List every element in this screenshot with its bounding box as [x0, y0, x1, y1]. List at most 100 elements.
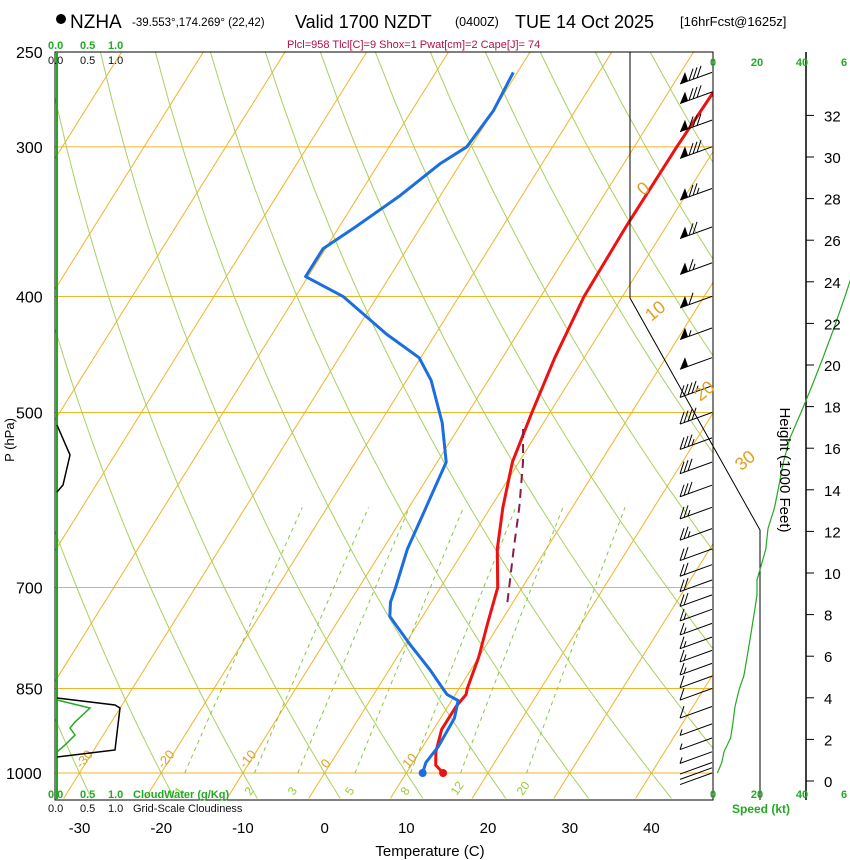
cloudwater-tick-top-0: 0.0 [48, 40, 63, 52]
p-tick-500: 500 [16, 406, 43, 423]
wind-barb-half-4 [679, 743, 683, 750]
speed-tick-bottom-1: 20 [751, 789, 763, 801]
wind-barb-shaft-27 [679, 295, 713, 309]
wind-barb-13 [679, 608, 713, 622]
x-tick--30: -30 [69, 820, 91, 837]
wind-barb-full-6 [679, 705, 685, 719]
wind-barb-shaft-25 [679, 357, 713, 370]
wind-barb-shaft-13 [679, 608, 713, 622]
wind-barb-full-27 [688, 292, 694, 305]
mixing-ratio-line-3 [297, 507, 410, 774]
x-tick-40: 40 [643, 820, 660, 837]
wind-barb-full-23 [679, 411, 685, 425]
height-tick-32: 32 [824, 108, 841, 125]
wind-barb-shaft-11 [679, 636, 713, 650]
wind-barb-full-18 [683, 526, 689, 539]
isotherm--40 [55, 52, 450, 683]
wind-barb-10 [679, 649, 713, 663]
wind-barb-half-9 [683, 667, 687, 674]
wind-barb-full-20 [679, 484, 685, 497]
x-tick--20: -20 [150, 820, 172, 837]
wind-barb-half-24 [695, 385, 699, 392]
mixing-ratio-label-12: 12 [448, 778, 467, 797]
wind-barb-half-30 [696, 187, 700, 195]
wind-barb-shaft-3 [679, 751, 713, 764]
wind-barb-flag-33 [680, 91, 688, 104]
p-tick-400: 400 [16, 289, 43, 306]
height-tick-8: 8 [824, 608, 832, 625]
adiabat-label-2: 20 [690, 377, 718, 405]
temperature-surface-marker [439, 769, 448, 777]
isotherm-label-0: 0 [317, 756, 333, 771]
sounding-series [304, 71, 713, 777]
wind-barb-25 [679, 357, 713, 370]
wind-barb-6 [679, 705, 713, 719]
mixing-ratio-line-8 [410, 507, 517, 774]
stability-indices: Plcl=958 Tlcl[C]=9 Shox=1 Pwat[cm]=2 Cap… [287, 39, 540, 51]
x-tick--10: -10 [232, 820, 254, 837]
isotherm--50 [55, 52, 368, 552]
mixing-ratio-line-12 [460, 507, 564, 774]
wind-barb-5 [679, 723, 713, 736]
isotherm-0 [308, 150, 713, 799]
wind-barb-24 [679, 380, 713, 398]
p-tick-250: 250 [16, 45, 43, 62]
wind-barb-full-20 [687, 481, 693, 495]
mixing-ratio-lines: 1 2 3 5 8 12 20 [172, 507, 626, 798]
height-tick-2: 2 [824, 732, 832, 749]
wind-barb-4 [679, 737, 713, 751]
station-location: -39.553°,174.269° (22,42) [132, 17, 265, 29]
speed-axis-label: Speed (kt) [732, 802, 790, 816]
wind-barb-full-30 [688, 184, 694, 197]
wind-barb-half-18 [687, 531, 691, 538]
wind-barb-3 [679, 751, 713, 764]
height-tick-0: 0 [824, 774, 832, 791]
wind-barb-20 [679, 481, 713, 498]
height-tick-20: 20 [824, 358, 841, 375]
wind-barb-22 [679, 434, 713, 450]
wind-barb-full-13 [679, 608, 685, 622]
mixing-ratio-label-5: 5 [342, 784, 357, 798]
isotherm--60 [55, 52, 286, 421]
wind-barb-full-24 [687, 382, 693, 395]
cloudwater-tick-top-2: 1.0 [108, 40, 123, 52]
wind-barb-full-32 [696, 113, 702, 126]
wind-barb-shaft-21 [679, 461, 713, 475]
isotherm--20 [144, 52, 613, 799]
wind-barb-full-17 [679, 548, 685, 561]
wind-barb-full-16 [679, 564, 685, 577]
mixing-ratio-line-1 [184, 507, 303, 774]
height-panel-border [629, 52, 761, 800]
speed-tick-top-3: 6 [841, 57, 847, 69]
dry-adiabat-60 [374, 52, 713, 650]
wind-barb-full-24 [679, 385, 685, 398]
wind-barb-shaft-12 [679, 622, 713, 636]
forecast-info: [16hrFcst@1625z] [680, 14, 786, 29]
wind-barb-half-26 [688, 330, 692, 337]
wind-barb-full-9 [679, 662, 685, 676]
isotherm-30 [553, 542, 713, 799]
height-tick-6: 6 [824, 649, 832, 666]
isotherm--100 [0, 0, 31, 798]
wind-barb-11 [679, 636, 713, 650]
dry-adiabat-80 [484, 52, 713, 454]
wind-barb-full-23 [691, 407, 697, 420]
speed-tick-top-0: 0 [710, 57, 716, 69]
wind-barb-shaft-26 [679, 327, 713, 341]
zulu-time: (0400Z) [455, 15, 499, 29]
wind-barb-full-28 [688, 259, 694, 272]
wind-barb-flag-30 [680, 188, 688, 201]
dry-adiabat-100 [594, 52, 713, 261]
x-tick-20: 20 [480, 820, 497, 837]
isotherm-label-10: 10 [399, 750, 420, 771]
mixing-ratio-label-20: 20 [514, 778, 533, 797]
p-tick-700: 700 [16, 580, 43, 597]
wind-speed-profile [716, 279, 850, 774]
x-tick-labels: -30 -20 -10 0 10 20 30 40 [69, 820, 660, 837]
adiabat-label-1: 10 [641, 297, 669, 325]
adiabat-label-3: 30 [731, 446, 759, 474]
height-tick-16: 16 [824, 441, 841, 458]
wind-barb-full-23 [687, 409, 693, 422]
height-tick-10: 10 [824, 566, 841, 583]
wind-barb-full-30 [692, 183, 698, 196]
